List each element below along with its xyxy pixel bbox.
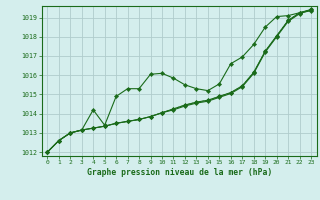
X-axis label: Graphe pression niveau de la mer (hPa): Graphe pression niveau de la mer (hPa): [87, 168, 272, 177]
